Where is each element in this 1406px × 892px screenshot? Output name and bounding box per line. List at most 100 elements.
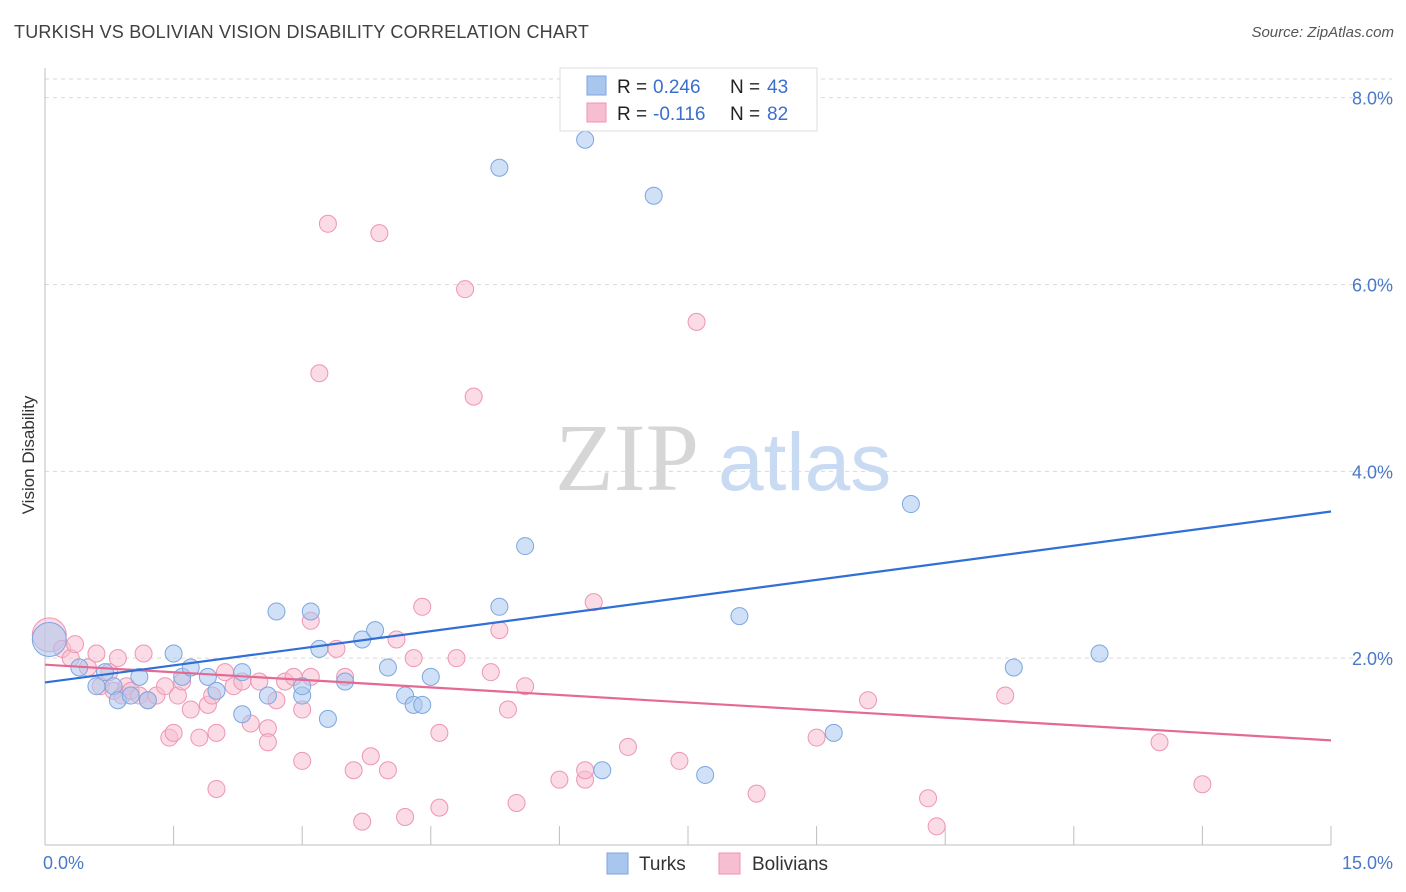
bolivians-point-59 (464, 387, 483, 406)
turks-point-15 (233, 705, 252, 724)
bolivians-point-34 (258, 733, 277, 752)
turks-point-7 (130, 667, 149, 686)
bolivians-point-56 (430, 723, 449, 742)
legend-n-label-bolivians: N = (730, 104, 760, 125)
legend-r-value-bolivians: -0.116 (653, 104, 705, 125)
turks-point-9 (164, 644, 183, 663)
turks-point-19 (293, 677, 312, 696)
legend-box: R = 0.246 N = 43 R = -0.116 N = 82 (559, 67, 818, 132)
bolivians-point-3 (66, 635, 85, 654)
bottom-legend-swatch-bolivians (718, 852, 741, 875)
legend-n-value-bolivians: 82 (767, 104, 788, 125)
bottom-legend-label-bolivians: Bolivians (752, 854, 828, 875)
bolivians-point-77 (996, 686, 1015, 705)
y-tick-labels: 2.0% 4.0% 6.0% 8.0% (1352, 89, 1393, 669)
bolivians-point-74 (859, 691, 878, 710)
bolivians-point-53 (404, 649, 423, 668)
turks-point-39 (824, 723, 843, 742)
bolivians-point-46 (344, 761, 363, 780)
bolivians-point-42 (310, 364, 329, 383)
turks-point-6 (121, 686, 140, 705)
turks-point-30 (421, 667, 440, 686)
turks-point-25 (366, 621, 385, 640)
series-turks-points (31, 130, 1109, 784)
legend-n-value-turks: 43 (767, 77, 788, 98)
bolivians-point-52 (396, 807, 415, 826)
bolivians-point-70 (670, 751, 689, 770)
bolivians-point-43 (318, 214, 337, 233)
bolivians-point-61 (490, 621, 509, 640)
turks-point-38 (730, 607, 749, 626)
bolivians-point-63 (507, 793, 526, 812)
legend-r-label-bolivians: R = (617, 104, 647, 125)
bolivians-point-67 (576, 761, 595, 780)
turks-point-36 (644, 186, 663, 205)
bolivians-point-69 (618, 737, 637, 756)
turks-point-37 (696, 765, 715, 784)
turks-point-21 (310, 639, 329, 658)
chart-title: TURKISH VS BOLIVIAN VISION DISABILITY CO… (14, 22, 590, 42)
x-tick-labels: 0.0% 15.0% (43, 853, 1393, 873)
bolivians-point-14 (134, 644, 153, 663)
watermark-atlas: atlas (718, 417, 891, 508)
y-tick-label-3: 8.0% (1352, 89, 1393, 109)
legend-n-label-turks: N = (730, 77, 760, 98)
turks-point-8 (138, 691, 157, 710)
bolivians-point-76 (927, 817, 946, 836)
bolivians-point-9 (108, 649, 127, 668)
legend-swatch-turks (586, 75, 607, 96)
bolivians-point-51 (387, 630, 406, 649)
bolivians-point-71 (687, 312, 706, 331)
bolivians-point-39 (293, 751, 312, 770)
bolivians-point-64 (516, 677, 535, 696)
turks-point-12 (198, 667, 217, 686)
bolivians-point-58 (456, 280, 475, 299)
bolivians-point-5 (87, 644, 106, 663)
bolivians-point-78 (1150, 733, 1169, 752)
legend-swatch-bolivians (586, 102, 607, 123)
trend-line-bolivians (44, 663, 1332, 742)
x-tick-label-1: 15.0% (1342, 853, 1393, 873)
turks-point-0 (31, 621, 67, 657)
turks-point-40 (901, 495, 920, 514)
trend-line-turks (44, 510, 1332, 684)
turks-point-31 (490, 158, 509, 177)
bolivians-point-50 (378, 761, 397, 780)
bolivians-point-27 (207, 723, 226, 742)
turks-point-13 (207, 681, 226, 700)
bottom-legend: Turks Bolivians (606, 852, 828, 875)
watermark-zip: ZIP (555, 404, 699, 511)
turks-point-20 (301, 602, 320, 621)
bolivians-point-73 (807, 728, 826, 747)
series-bolivians-points (31, 214, 1212, 836)
turks-point-32 (490, 597, 509, 616)
bolivians-point-72 (747, 784, 766, 803)
turks-point-29 (413, 695, 432, 714)
bolivians-point-22 (181, 700, 200, 719)
turks-point-33 (516, 537, 535, 556)
bolivians-point-23 (190, 728, 209, 747)
bolivians-point-54 (413, 597, 432, 616)
bolivians-point-26 (207, 779, 226, 798)
bolivians-point-47 (353, 812, 372, 831)
x-tick-label-0: 0.0% (43, 853, 84, 873)
trend-lines (44, 510, 1332, 742)
bolivians-point-60 (481, 663, 500, 682)
turks-point-16 (258, 686, 277, 705)
bolivians-point-55 (430, 798, 449, 817)
bolivians-point-49 (370, 224, 389, 243)
bolivians-point-62 (498, 700, 517, 719)
bolivians-point-75 (919, 789, 938, 808)
turks-point-26 (378, 658, 397, 677)
turks-point-35 (593, 761, 612, 780)
grid-lines (45, 78, 1392, 659)
bottom-legend-label-turks: Turks (639, 854, 686, 875)
turks-point-34 (576, 130, 595, 149)
turks-point-41 (1004, 658, 1023, 677)
y-tick-label-2: 6.0% (1352, 276, 1393, 296)
turks-point-22 (318, 709, 337, 728)
legend-r-label-turks: R = (617, 77, 647, 98)
bolivians-point-48 (361, 747, 380, 766)
bolivians-point-65 (550, 770, 569, 789)
